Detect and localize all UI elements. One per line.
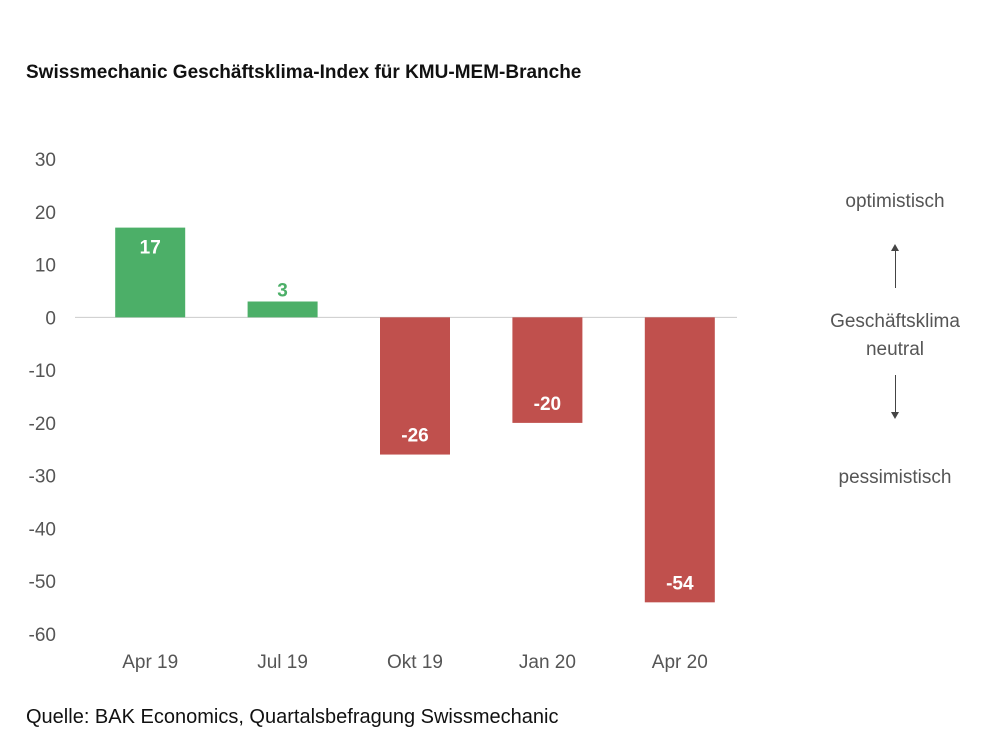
arrow-down-icon: [891, 375, 899, 419]
bar-apr-19: [115, 227, 186, 318]
x-tick-label: Apr 19: [122, 652, 178, 673]
y-tick-label: -50: [29, 572, 56, 593]
neutral-label: Geschäftsklima neutral: [795, 308, 995, 364]
y-tick-label: -10: [29, 361, 56, 382]
x-tick-label: Jul 19: [257, 652, 308, 673]
y-tick-label: -30: [29, 467, 56, 488]
y-tick-label: 30: [35, 150, 56, 171]
x-tick-label: Okt 19: [387, 652, 443, 673]
neutral-label-line2: neutral: [865, 339, 925, 360]
data-label: 3: [277, 281, 288, 302]
y-tick-label: 20: [35, 203, 56, 224]
source-note: Quelle: BAK Economics, Quartalsbefragung…: [26, 706, 559, 728]
y-tick-label: -40: [29, 519, 56, 540]
y-tick-label: 0: [45, 308, 56, 329]
bar-jan-20: [512, 317, 583, 423]
neutral-label-line1: Geschäftsklima: [830, 311, 960, 332]
bar-jul-19: [247, 301, 318, 318]
chart-title: Swissmechanic Geschäftsklima-Index für K…: [26, 62, 582, 83]
x-tick-label: Apr 20: [652, 652, 708, 673]
x-axis: Apr 19 Jul 19 Okt 19 Jan 20 Apr 20: [122, 652, 708, 673]
data-label: -20: [534, 394, 561, 415]
y-tick-label: -60: [29, 625, 56, 646]
bar-apr-20: [644, 317, 715, 603]
pessimistic-label: pessimistisch: [838, 467, 952, 488]
y-tick-label: -20: [29, 414, 56, 435]
x-tick-label: Jan 20: [519, 652, 576, 673]
arrow-up-icon: [891, 244, 899, 288]
data-label: -26: [401, 426, 428, 447]
data-label: -54: [666, 573, 694, 594]
bar-okt-19: [380, 317, 450, 455]
y-tick-label: 10: [35, 256, 56, 277]
bars-group: 17 3 -26 -20 -54: [115, 227, 715, 603]
optimistic-label: optimistisch: [845, 191, 945, 212]
y-axis: 30 20 10 0 -10 -20 -30 -40 -50 -60: [29, 150, 56, 646]
data-label: 17: [140, 238, 161, 259]
